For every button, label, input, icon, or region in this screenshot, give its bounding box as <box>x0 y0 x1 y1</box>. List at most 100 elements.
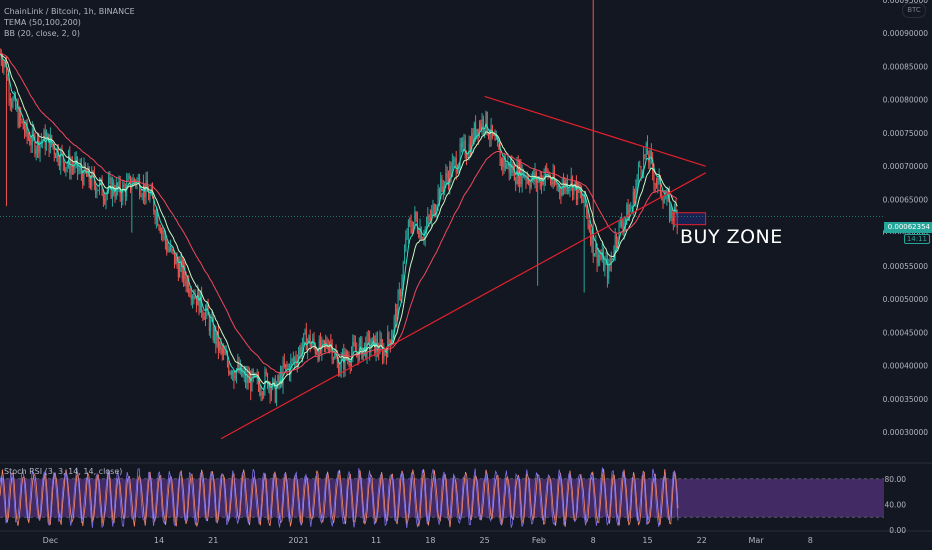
candle-body <box>640 166 642 174</box>
candle-body <box>634 191 636 204</box>
stoch-k-line <box>0 467 679 529</box>
candle-body <box>247 374 249 383</box>
symbol-title[interactable]: ChainLink / Bitcoin, 1h, BINANCE <box>4 7 135 16</box>
candle-body <box>547 169 549 177</box>
candle-body <box>198 290 200 313</box>
candle-body <box>99 181 101 190</box>
candle-body <box>139 178 141 196</box>
candle-body <box>670 206 672 219</box>
candle-body <box>334 353 336 359</box>
candle-body <box>12 99 14 107</box>
candle-body <box>149 194 151 200</box>
candle-body <box>189 293 191 296</box>
candle-body <box>516 164 518 184</box>
candle-body <box>331 343 333 360</box>
buy-zone-annotation[interactable]: BUY ZONE <box>680 226 783 248</box>
candle-body <box>83 163 85 185</box>
candle-body <box>286 364 288 368</box>
candle-body <box>79 165 81 170</box>
candle-body <box>250 376 252 392</box>
candle-body <box>282 362 284 385</box>
candle-body <box>238 362 240 373</box>
candle-body <box>489 137 491 139</box>
candle-body <box>652 157 654 172</box>
candle-body <box>445 173 447 183</box>
candle-body <box>396 308 398 320</box>
candle-body <box>295 357 297 362</box>
x-tick-label: Feb <box>532 536 546 545</box>
candle-body <box>82 174 84 185</box>
candle-body <box>436 206 438 213</box>
y-tick-label: 0.00055000 <box>883 262 929 271</box>
candle-body <box>203 316 205 320</box>
candle-body <box>313 338 315 345</box>
candle-body <box>75 157 77 161</box>
candle-body <box>330 342 332 344</box>
candle-body <box>491 124 493 136</box>
candle-body <box>591 232 593 245</box>
candle-body <box>307 340 309 351</box>
currency-badge[interactable]: BTC <box>902 3 926 18</box>
candle-body <box>53 146 55 155</box>
stoch-tick-label: 80.00 <box>885 475 907 484</box>
candle-body <box>71 165 73 167</box>
candle-body <box>402 262 404 283</box>
candle-body <box>363 342 365 348</box>
candle-body <box>473 123 475 142</box>
candle-body <box>599 255 601 258</box>
candle-body <box>67 154 69 165</box>
candle-body <box>279 372 281 383</box>
y-tick-label: 0.00060000 <box>883 229 929 238</box>
candle-body <box>278 375 280 383</box>
candle-body <box>27 136 29 139</box>
candle-body <box>433 204 435 216</box>
candle-body <box>21 120 23 122</box>
candle-body <box>643 154 645 173</box>
candle-body <box>579 191 581 193</box>
bb-legend[interactable]: BB (20, close, 2, 0) <box>4 29 80 38</box>
candle-body <box>44 130 46 149</box>
candle-body <box>186 279 188 287</box>
candle-body <box>603 251 605 271</box>
candle-body <box>73 166 75 169</box>
candle-body <box>477 128 479 136</box>
candle-body <box>360 338 362 344</box>
candle-body <box>327 346 329 351</box>
candle-body <box>656 184 658 186</box>
candle-body <box>39 142 41 153</box>
candle-body <box>440 178 442 200</box>
candle-body <box>419 227 421 238</box>
stoch-rsi-legend[interactable]: Stoch RSI (3, 3, 14, 14, close) <box>4 467 123 476</box>
candle-body <box>40 141 42 143</box>
candle-body <box>308 335 310 341</box>
candle-body <box>268 383 270 388</box>
candle-body <box>644 154 646 156</box>
candle-body <box>318 339 320 361</box>
candle-body <box>170 246 172 251</box>
candle-body <box>573 184 575 195</box>
candle-body <box>387 332 389 358</box>
candle-body <box>519 162 521 184</box>
candle-body <box>242 374 244 376</box>
candle-body <box>111 182 113 198</box>
candle-body <box>349 364 351 366</box>
candle-body <box>513 166 515 181</box>
candle-body <box>560 191 562 196</box>
candle-body <box>225 354 227 356</box>
candle-body <box>361 338 363 359</box>
y-tick-label: 0.00065000 <box>883 195 929 204</box>
candle-body <box>176 256 178 264</box>
candle-body <box>303 333 305 347</box>
candle-body <box>167 249 169 252</box>
tema-legend[interactable]: TEMA (50,100,200) <box>4 18 81 27</box>
candle-body <box>5 62 7 80</box>
candle-body <box>336 357 338 363</box>
candle-body <box>221 347 223 354</box>
x-tick-label: Mar <box>749 536 765 545</box>
candle-body <box>89 182 91 187</box>
candle-body <box>600 257 602 260</box>
candle-body <box>392 331 394 339</box>
x-tick-label: 11 <box>371 536 381 545</box>
candle-body <box>490 124 492 139</box>
